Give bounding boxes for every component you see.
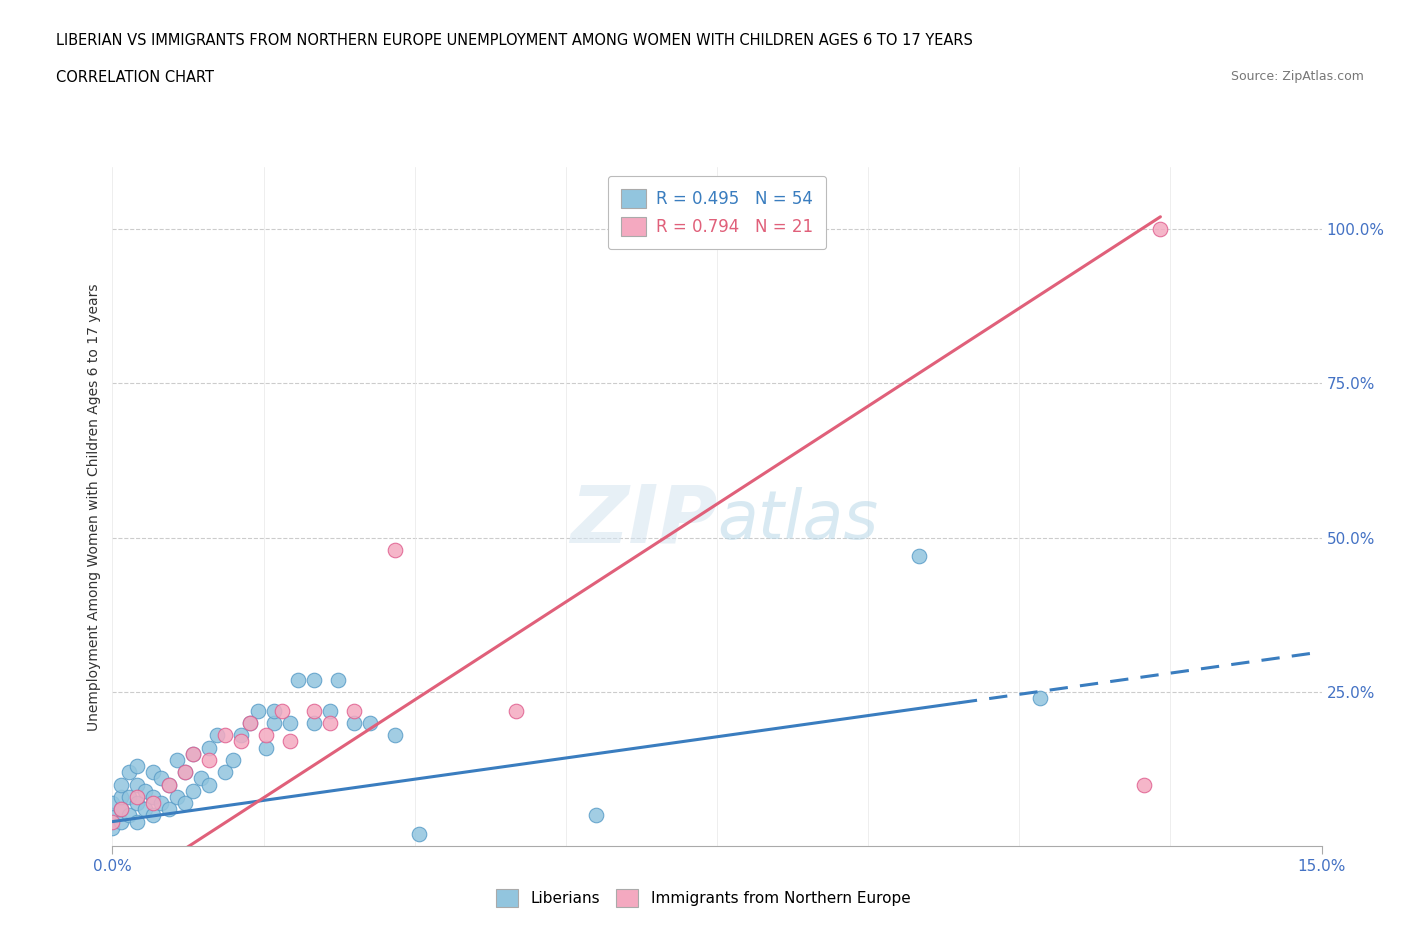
Point (110, 790, 132, 804)
Point (585, 808, 607, 823)
Text: LIBERIAN VS IMMIGRANTS FROM NORTHERN EUROPE UNEMPLOYMENT AMONG WOMEN WITH CHILDR: LIBERIAN VS IMMIGRANTS FROM NORTHERN EUR… (56, 33, 973, 47)
Point (101, 796, 124, 811)
Point (302, 703, 325, 718)
Point (231, 728, 253, 743)
Point (142, 790, 165, 804)
Point (142, 764, 165, 779)
Point (134, 802, 156, 817)
Point (142, 808, 165, 823)
Legend: Liberians, Immigrants from Northern Europe: Liberians, Immigrants from Northern Euro… (489, 884, 917, 913)
Text: atlas: atlas (717, 487, 879, 553)
Point (125, 790, 148, 804)
Point (278, 734, 301, 749)
Point (181, 783, 204, 798)
Point (166, 790, 188, 804)
Point (110, 814, 132, 829)
Point (149, 796, 172, 811)
Point (125, 759, 148, 774)
Text: CORRELATION CHART: CORRELATION CHART (56, 70, 214, 85)
Point (207, 728, 229, 743)
Point (319, 703, 342, 718)
Point (302, 672, 325, 687)
Point (181, 746, 204, 761)
Legend: R = 0.495   N = 54, R = 0.794   N = 21: R = 0.495 N = 54, R = 0.794 N = 21 (607, 176, 827, 249)
Point (134, 783, 156, 798)
Point (384, 728, 406, 743)
Point (198, 752, 221, 767)
Point (198, 777, 221, 792)
Point (101, 814, 124, 829)
Point (110, 802, 132, 817)
Point (117, 808, 139, 823)
Point (222, 752, 245, 767)
Y-axis label: Unemployment Among Women with Children Ages 6 to 17 years: Unemployment Among Women with Children A… (87, 283, 101, 731)
Point (1149, 221, 1171, 236)
Point (214, 728, 236, 743)
Point (166, 752, 188, 767)
Point (231, 734, 253, 749)
Point (198, 740, 221, 755)
Point (319, 715, 342, 730)
Point (238, 715, 260, 730)
Point (270, 703, 292, 718)
Text: Source: ZipAtlas.com: Source: ZipAtlas.com (1230, 70, 1364, 83)
Point (246, 703, 269, 718)
Point (384, 542, 406, 557)
Point (190, 771, 212, 786)
Point (181, 746, 204, 761)
Point (101, 820, 124, 835)
Point (343, 715, 366, 730)
Point (174, 764, 197, 779)
Point (1028, 691, 1050, 706)
Text: ZIP: ZIP (569, 482, 717, 560)
Point (359, 715, 381, 730)
Point (117, 790, 139, 804)
Point (174, 796, 197, 811)
Point (254, 728, 277, 743)
Point (157, 777, 180, 792)
Point (125, 777, 148, 792)
Point (343, 703, 366, 718)
Point (174, 764, 197, 779)
Point (505, 703, 527, 718)
Point (110, 802, 132, 817)
Point (125, 796, 148, 811)
Point (263, 703, 285, 718)
Point (125, 814, 148, 829)
Point (408, 827, 430, 842)
Point (254, 740, 277, 755)
Point (214, 764, 236, 779)
Point (157, 802, 180, 817)
Point (101, 808, 124, 823)
Point (278, 715, 301, 730)
Point (157, 777, 180, 792)
Point (149, 771, 172, 786)
Point (238, 715, 260, 730)
Point (117, 764, 139, 779)
Point (287, 672, 309, 687)
Point (142, 796, 165, 811)
Point (1133, 777, 1156, 792)
Point (907, 549, 929, 564)
Point (110, 777, 132, 792)
Point (263, 715, 285, 730)
Point (328, 672, 350, 687)
Point (302, 715, 325, 730)
